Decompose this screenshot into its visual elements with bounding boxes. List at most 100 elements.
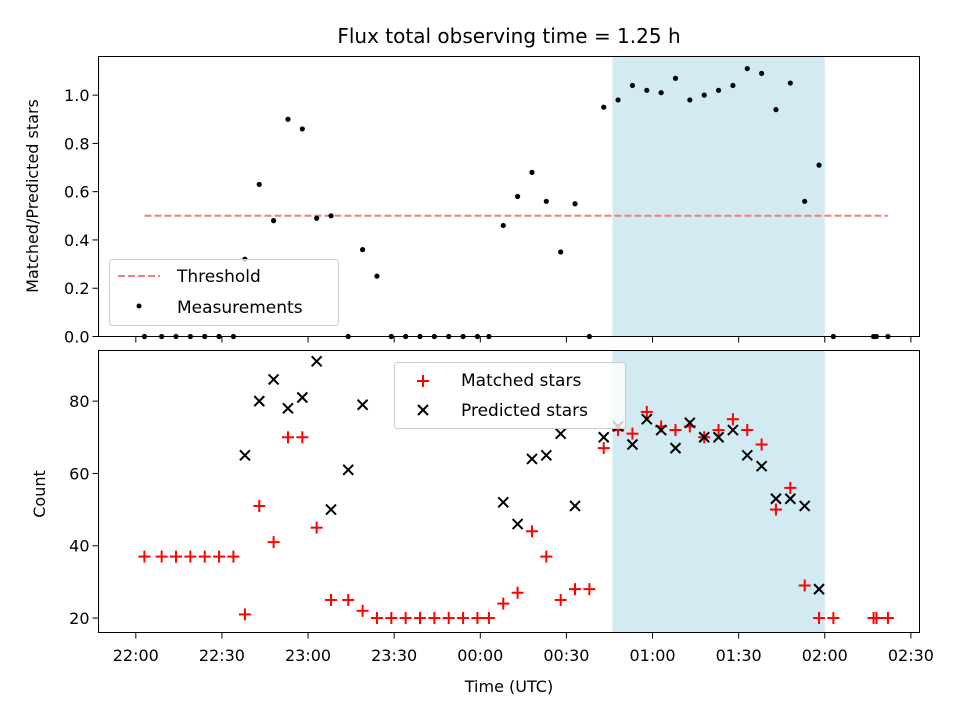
matched-star-point xyxy=(170,550,183,563)
predicted-star-point xyxy=(669,442,682,454)
x-tick-label: 00:30 xyxy=(543,646,589,665)
predicted-star-point xyxy=(296,391,309,404)
predicted-star-point xyxy=(712,431,725,443)
x-tick-label: 00:00 xyxy=(457,646,503,665)
measurement-point xyxy=(687,97,693,103)
measurement-point xyxy=(299,126,305,132)
measurements-legend-label: Measurements xyxy=(177,298,303,318)
bottom-points-layer xyxy=(138,355,894,625)
predicted-star-point xyxy=(325,503,337,516)
measurement-point xyxy=(816,162,822,168)
top-y-tick-label: 0.4 xyxy=(64,231,89,250)
matched-star-point xyxy=(385,612,398,625)
matched-star-point xyxy=(296,431,309,444)
top-observing-span xyxy=(612,56,825,337)
measurement-point xyxy=(558,249,564,255)
x-tick-label: 02:00 xyxy=(802,646,848,665)
bottom-y-axis-label: Count xyxy=(30,470,49,518)
predicted-star-point xyxy=(310,355,323,368)
predicted-legend-label: Predicted stars xyxy=(461,401,588,421)
predicted-star-point xyxy=(497,496,509,509)
matched-star-point xyxy=(640,405,653,418)
matched-star-point xyxy=(325,593,338,606)
matched-star-point xyxy=(253,499,266,512)
matched-star-point xyxy=(870,612,883,625)
matched-star-point xyxy=(626,427,639,440)
matched-star-point xyxy=(741,424,754,437)
matched-star-point xyxy=(525,525,538,538)
top-panel: 0.0 0.2 0.4 0.6 0.8 1.0 Matched/Predicted sta… xyxy=(23,56,920,347)
measurement-point xyxy=(601,104,607,110)
measurement-point xyxy=(787,80,793,86)
matched-star-point xyxy=(784,481,797,494)
matched-star-point xyxy=(471,612,484,625)
top-legend-box xyxy=(109,259,339,326)
top-y-tick-label: 0.2 xyxy=(64,279,89,298)
matched-star-point xyxy=(511,586,524,599)
matched-star-point xyxy=(712,424,725,437)
top-shaded-span-layer xyxy=(612,56,825,337)
matched-legend-label: Matched stars xyxy=(461,371,581,391)
matched-star-point xyxy=(569,583,582,596)
x-tick-label: 23:00 xyxy=(285,646,331,665)
measurements-legend-swatch xyxy=(136,303,142,309)
x-tick-label: 02:30 xyxy=(888,646,934,665)
measurement-point xyxy=(359,247,366,253)
matched-star-point xyxy=(597,442,610,455)
top-y-axis-label: Matched/Predicted stars xyxy=(23,99,42,293)
matched-star-point xyxy=(798,579,811,592)
measurement-point xyxy=(572,201,578,207)
bottom-y-axis: 20 40 60 80 xyxy=(69,392,99,628)
measurement-point xyxy=(543,198,549,204)
predicted-star-point xyxy=(267,373,280,386)
x-tick-label: 22:30 xyxy=(199,646,245,665)
x-tick-label: 23:30 xyxy=(371,646,417,665)
predicted-star-point xyxy=(511,518,524,530)
predicted-star-point xyxy=(741,449,753,462)
measurement-point xyxy=(314,215,320,221)
matched-star-point xyxy=(482,612,495,625)
bottom-legend-box xyxy=(394,362,626,429)
matched-star-point xyxy=(342,593,355,606)
matched-star-point xyxy=(184,550,197,563)
predicted-star-point xyxy=(239,449,251,462)
x-tick-label: 01:30 xyxy=(716,646,762,665)
bottom-y-tick-label: 60 xyxy=(69,464,89,483)
matched-star-point xyxy=(281,431,294,444)
matched-star-point xyxy=(726,413,739,426)
matched-star-point xyxy=(540,550,553,563)
predicted-star-point xyxy=(755,460,768,472)
measurement-point xyxy=(658,90,664,96)
matched-star-point xyxy=(155,550,168,563)
predicted-star-point xyxy=(698,431,710,443)
bottom-x-axis: 22:00 22:30 23:00 23:30 00:00 00:30 01:00 01:30… xyxy=(113,632,934,665)
x-tick-label: 01:00 xyxy=(629,646,675,665)
matched-star-point xyxy=(442,612,455,625)
matched-star-point xyxy=(827,612,840,625)
bottom-panel: 20 40 60 80 22:00 22:30 23:00 23:30 00:00 00:30 0… xyxy=(30,350,934,696)
top-legend: Threshold Measurements xyxy=(109,259,339,326)
measurement-point xyxy=(256,181,262,188)
matched-star-point xyxy=(669,424,682,437)
predicted-star-point xyxy=(253,395,265,407)
matched-star-point xyxy=(881,612,894,625)
predicted-legend-swatch xyxy=(417,404,429,416)
matched-star-point xyxy=(769,503,782,516)
top-y-tick-label: 1.0 xyxy=(64,86,89,105)
measurement-point xyxy=(701,92,707,98)
bottom-shaded-span-layer xyxy=(612,350,825,633)
predicted-star-point xyxy=(282,402,294,415)
top-x-axis-ticks xyxy=(135,336,912,343)
predicted-star-point xyxy=(784,493,797,505)
matched-star-point xyxy=(227,550,240,563)
matched-star-point xyxy=(428,612,441,625)
predicted-star-point xyxy=(626,438,639,451)
matched-star-point xyxy=(497,597,510,610)
x-tick-label: 22:00 xyxy=(113,646,159,665)
measurement-point xyxy=(644,87,650,93)
top-plot-frame xyxy=(98,56,920,337)
bottom-observing-span xyxy=(612,350,825,633)
matched-legend-swatch xyxy=(417,375,429,387)
matched-star-point xyxy=(813,612,826,625)
matched-star-point xyxy=(138,550,151,563)
